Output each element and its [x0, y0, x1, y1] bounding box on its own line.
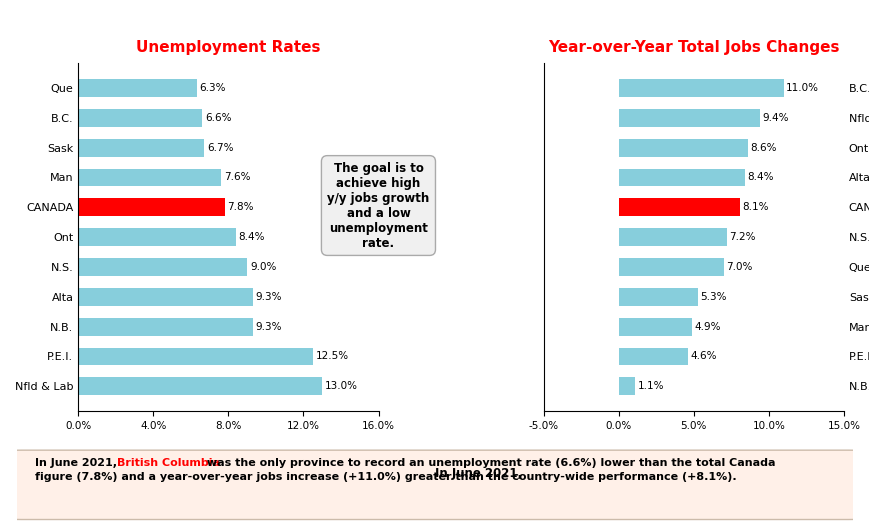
Text: 11.0%: 11.0%: [786, 83, 818, 93]
Text: In June 2021,: In June 2021,: [35, 458, 121, 469]
Bar: [78, 228, 235, 246]
Text: 6.3%: 6.3%: [199, 83, 226, 93]
FancyBboxPatch shape: [5, 450, 864, 520]
Text: 8.4%: 8.4%: [238, 232, 265, 242]
Bar: [78, 198, 224, 216]
Text: British Columbia: British Columbia: [117, 458, 220, 469]
Bar: [618, 79, 783, 97]
Bar: [78, 318, 253, 336]
Text: was the only province to record an unemployment rate (6.6%) lower than the total: was the only province to record an unemp…: [202, 458, 774, 469]
Text: figure (7.8%) and a year-over-year jobs increase (+11.0%) greater than the count: figure (7.8%) and a year-over-year jobs …: [35, 472, 735, 482]
Bar: [78, 79, 196, 97]
Bar: [78, 109, 202, 127]
Text: 7.0%: 7.0%: [726, 262, 752, 272]
Bar: [78, 377, 322, 395]
Bar: [618, 258, 723, 276]
Text: 12.5%: 12.5%: [315, 352, 348, 362]
Bar: [618, 169, 744, 187]
Bar: [618, 198, 740, 216]
Bar: [78, 258, 247, 276]
Bar: [78, 139, 204, 157]
Text: In June 2021,: In June 2021,: [434, 467, 526, 480]
Text: 7.6%: 7.6%: [223, 172, 250, 182]
Bar: [618, 228, 726, 246]
Bar: [618, 318, 692, 336]
Text: The goal is to
achieve high
y/y jobs growth
and a low
unemployment
rate.: The goal is to achieve high y/y jobs gro…: [327, 162, 429, 249]
Title: Year-over-Year Total Jobs Changes: Year-over-Year Total Jobs Changes: [547, 40, 839, 55]
Title: Unemployment Rates: Unemployment Rates: [136, 40, 321, 55]
Bar: [618, 347, 687, 365]
Text: 9.0%: 9.0%: [249, 262, 276, 272]
Bar: [78, 169, 221, 187]
Bar: [618, 139, 747, 157]
Text: 7.8%: 7.8%: [227, 202, 254, 212]
Text: 4.9%: 4.9%: [693, 321, 720, 331]
Text: 6.6%: 6.6%: [205, 113, 231, 123]
Bar: [618, 109, 759, 127]
Text: 1.1%: 1.1%: [637, 382, 663, 392]
Text: 7.2%: 7.2%: [728, 232, 754, 242]
Text: 6.7%: 6.7%: [207, 143, 233, 153]
Text: 8.1%: 8.1%: [742, 202, 768, 212]
Bar: [78, 347, 313, 365]
Text: 4.6%: 4.6%: [689, 352, 716, 362]
Text: 9.3%: 9.3%: [255, 292, 282, 302]
Text: 8.4%: 8.4%: [746, 172, 773, 182]
Bar: [618, 288, 698, 306]
Text: 13.0%: 13.0%: [325, 382, 358, 392]
Bar: [78, 288, 253, 306]
Text: 9.3%: 9.3%: [255, 321, 282, 331]
Text: 9.4%: 9.4%: [761, 113, 787, 123]
Text: 8.6%: 8.6%: [749, 143, 776, 153]
Bar: [618, 377, 634, 395]
Text: 5.3%: 5.3%: [700, 292, 726, 302]
